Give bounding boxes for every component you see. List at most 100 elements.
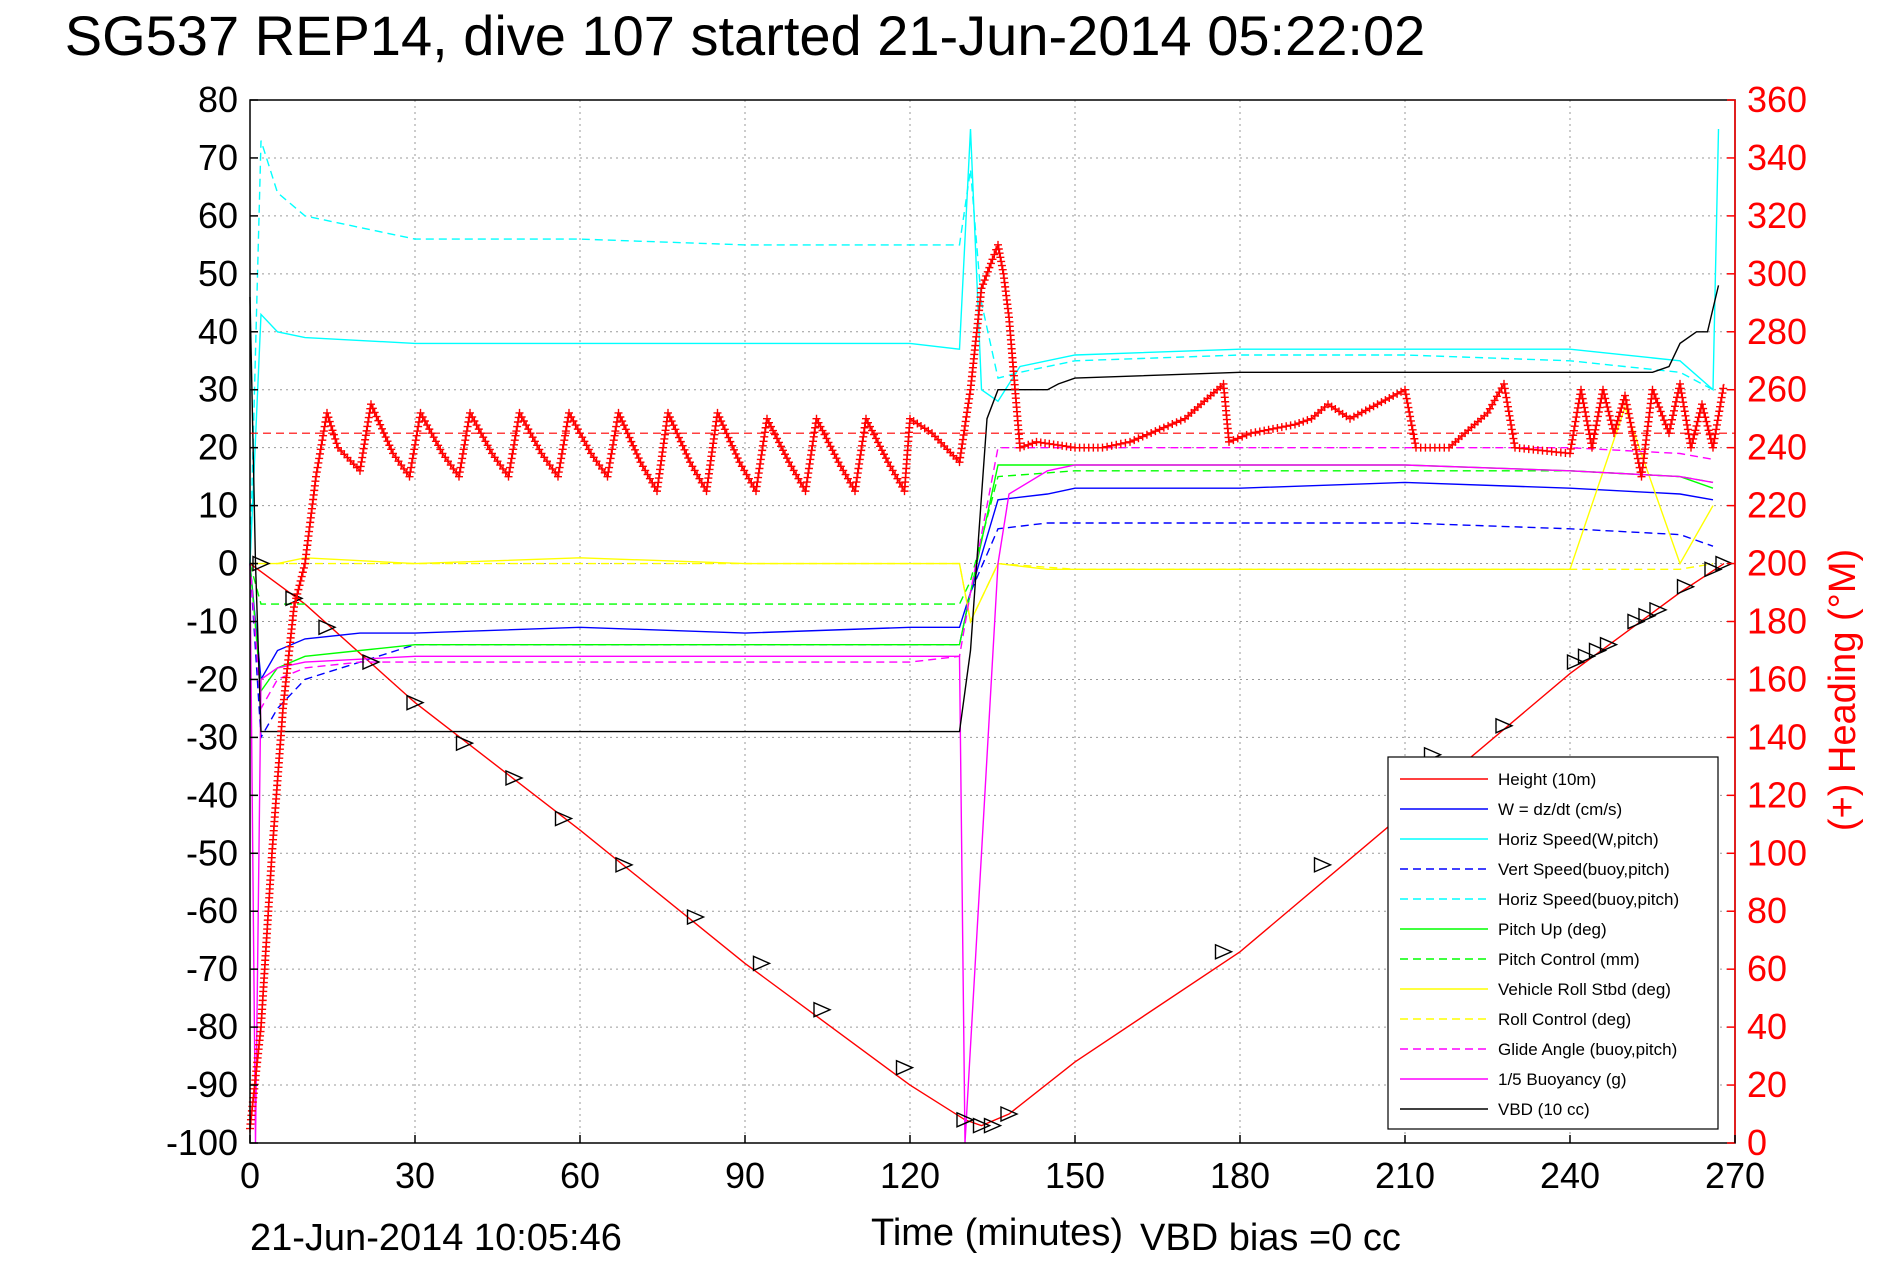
depth-marker (318, 619, 337, 636)
heading-point (1719, 384, 1728, 393)
heading-point (1579, 399, 1588, 408)
heading-point (1672, 397, 1680, 406)
heading-point (519, 417, 528, 426)
legend-label: VBD (10 cc) (1498, 1100, 1590, 1119)
heading-point (882, 454, 890, 463)
y-tick-label: -40 (186, 774, 238, 815)
heading-point (312, 468, 321, 477)
heading-point (508, 449, 517, 458)
heading-point (1677, 389, 1686, 398)
heading-point (474, 425, 483, 434)
heading-point (1699, 404, 1708, 413)
y-tick-label: 0 (218, 543, 238, 584)
heading-point (1568, 435, 1577, 444)
heading-point (841, 470, 850, 479)
heading-point (605, 463, 614, 472)
heading-point (1569, 426, 1578, 435)
heading-point (1155, 425, 1164, 434)
heading-point (420, 417, 429, 426)
heading-point (891, 470, 900, 479)
heading-point (1669, 411, 1677, 420)
heading-point (1691, 426, 1700, 435)
heading-point (1628, 427, 1637, 436)
y-right-tick-label: 200 (1747, 543, 1807, 584)
heading-point (555, 463, 564, 472)
heading-point (291, 598, 300, 607)
depth-marker (1676, 578, 1696, 595)
heading-point (682, 449, 691, 458)
heading-point (455, 472, 463, 481)
x-axis-label: Time (minutes) (871, 1212, 1123, 1254)
legend: Height (10m) W = dz/dt (cm/s) Horiz Speed(… (1387, 756, 1719, 1130)
heading-point (463, 422, 472, 431)
heading-point (625, 433, 634, 442)
heading-point (673, 429, 682, 438)
heading-point (1704, 426, 1713, 435)
heading-point (713, 408, 722, 417)
heading-point (717, 417, 726, 426)
heading-point (372, 412, 381, 421)
heading-point (728, 441, 737, 450)
heading-point (1594, 408, 1603, 417)
heading-point (456, 463, 465, 472)
heading-point (983, 267, 992, 276)
heading-point (332, 439, 341, 448)
heading-point (472, 421, 481, 430)
heading-point (580, 437, 589, 446)
heading-point (982, 271, 991, 280)
heading-point (407, 458, 416, 467)
heading-point (410, 445, 419, 454)
heading-point (1678, 393, 1687, 402)
y-right-tick-label: 280 (1747, 311, 1807, 352)
heading-point (1509, 434, 1518, 443)
heading-point (1577, 390, 1586, 399)
heading-point (1592, 421, 1601, 430)
heading-point (1648, 385, 1657, 394)
heading-point (1713, 416, 1722, 425)
heading-point (1693, 417, 1702, 426)
heading-point (1269, 424, 1277, 433)
heading-point (1595, 403, 1604, 412)
heading-point (1715, 407, 1724, 416)
heading-point (1703, 421, 1712, 430)
heading-point (360, 440, 369, 449)
heading-point (1711, 430, 1720, 439)
y-right-tick-label: 100 (1747, 832, 1807, 873)
heading-point (990, 250, 999, 259)
heading-point (612, 418, 621, 427)
heading-point (1613, 416, 1622, 425)
heading-point (773, 434, 781, 443)
heading-point (777, 442, 785, 451)
heading-point (614, 408, 623, 417)
heading-point (1683, 425, 1692, 434)
heading-point (693, 470, 702, 479)
heading-point (1233, 434, 1242, 443)
heading-point (1580, 403, 1589, 412)
heading-point (1622, 400, 1631, 409)
heading-point (822, 434, 831, 443)
heading-point (315, 454, 324, 463)
heading-point (1566, 449, 1574, 458)
heading-point (560, 436, 569, 445)
heading-point (1655, 403, 1664, 412)
heading-point (722, 429, 731, 438)
heading-point (828, 446, 837, 455)
heading-point (1599, 385, 1607, 394)
legend-label: Vert Speed(buoy,pitch) (1498, 860, 1670, 879)
heading-point (997, 261, 1006, 270)
heading-point (1718, 389, 1727, 398)
y-right-tick-label: 180 (1747, 601, 1807, 642)
heading-point (477, 429, 485, 438)
heading-point (726, 437, 735, 446)
heading-point (680, 445, 689, 454)
heading-point (1614, 412, 1623, 421)
heading-point (1700, 408, 1709, 417)
heading-point (688, 462, 697, 471)
heading-point (1627, 423, 1636, 432)
heading-point (1229, 436, 1238, 445)
depth-marker (362, 653, 381, 671)
heading-point (315, 449, 324, 458)
heading-point (462, 431, 471, 440)
heading-point (317, 440, 326, 449)
